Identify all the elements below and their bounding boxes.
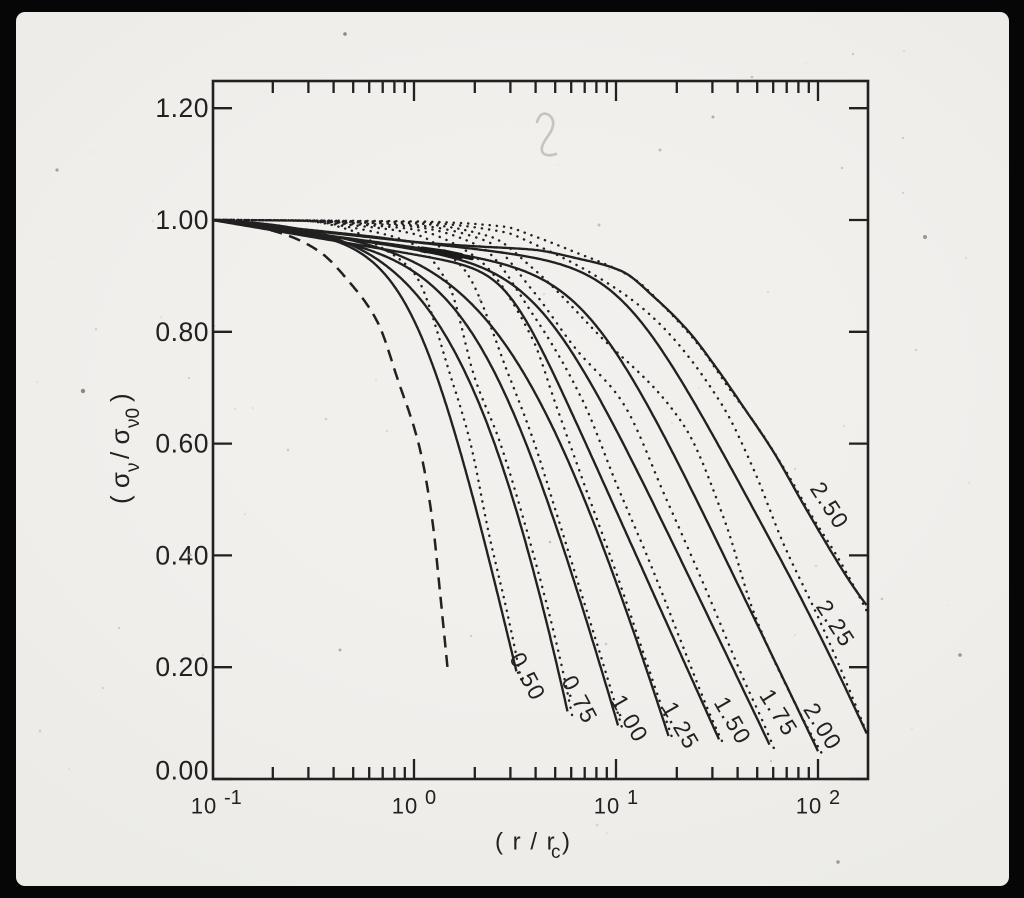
svg-text:0.75: 0.75 <box>556 671 603 728</box>
svg-text:0: 0 <box>425 787 436 809</box>
svg-text:/ σ: / σ <box>105 429 135 460</box>
svg-text:0.00: 0.00 <box>155 756 209 786</box>
svg-text:2: 2 <box>829 787 840 809</box>
svg-text:ν0: ν0 <box>123 408 144 428</box>
svg-text:1.00: 1.00 <box>606 690 654 747</box>
svg-text:2.25: 2.25 <box>811 595 860 652</box>
svg-text:1: 1 <box>627 787 638 809</box>
svg-text:0.60: 0.60 <box>155 429 209 459</box>
svg-text:0.80: 0.80 <box>155 317 209 347</box>
svg-text:1.75: 1.75 <box>754 684 803 741</box>
svg-text:( σ: ( σ <box>105 472 135 504</box>
svg-text:10: 10 <box>796 794 822 819</box>
svg-text:1.20: 1.20 <box>155 93 209 123</box>
svg-text:1.00: 1.00 <box>155 205 209 235</box>
svg-text:-1: -1 <box>224 787 242 809</box>
svg-text:10: 10 <box>191 794 217 819</box>
svg-text:): ) <box>105 393 135 402</box>
svg-text:2.50: 2.50 <box>805 477 854 534</box>
svg-text:0.20: 0.20 <box>155 652 209 682</box>
svg-text:10: 10 <box>392 794 418 819</box>
svg-text:): ) <box>562 829 570 856</box>
svg-text:( r / r: ( r / r <box>495 829 556 856</box>
svg-text:0.40: 0.40 <box>155 540 209 570</box>
svg-text:ν: ν <box>123 463 144 473</box>
svg-text:0.50: 0.50 <box>504 648 551 705</box>
svg-text:c: c <box>551 842 561 863</box>
svg-text:10: 10 <box>594 794 620 819</box>
